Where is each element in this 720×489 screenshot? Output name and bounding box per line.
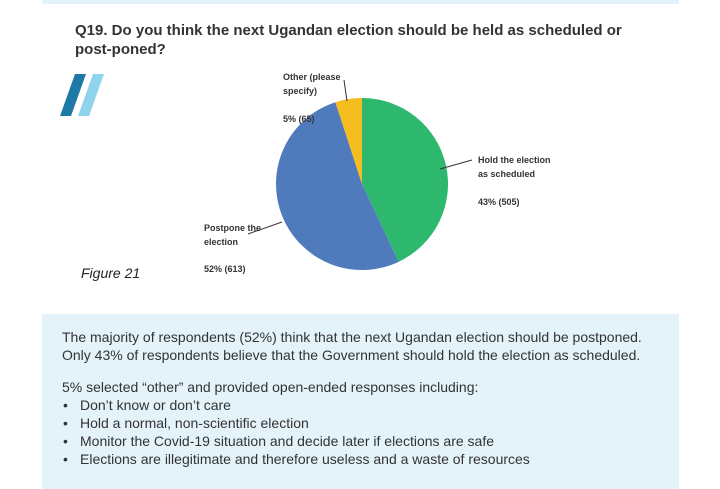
value-other: 5% (65) — [283, 114, 315, 124]
label-other-line2: specify) — [283, 86, 317, 96]
summary-bullet: Elections are illegitimate and therefore… — [62, 450, 679, 468]
value-postpone: 52% (613) — [204, 264, 246, 274]
double-slash-icon — [60, 74, 104, 116]
summary-paragraph-2: 5% selected “other” and provided open-en… — [62, 379, 479, 395]
question-title: Q19. Do you think the next Ugandan elect… — [75, 22, 622, 58]
label-hold-line1: Hold the election — [478, 155, 551, 165]
label-postpone-line1: Postpone the — [204, 223, 261, 233]
leader-line-other — [343, 79, 348, 102]
label-hold-line2: as scheduled — [478, 169, 535, 179]
slash-light — [78, 74, 104, 116]
figure-label: Figure 21 — [81, 265, 141, 281]
summary-paragraph-1-line-2: Only 43% of respondents believe that the… — [62, 347, 641, 363]
label-other-line1: Other (please — [283, 72, 341, 82]
top-banner-strip — [42, 0, 679, 4]
summary-bullet-list: Don’t know or don’t care Hold a normal, … — [62, 396, 679, 468]
summary-bullet: Hold a normal, non-scientific election — [62, 414, 679, 432]
leader-line-hold — [439, 159, 473, 170]
pie-slices — [275, 98, 448, 271]
summary-panel: The majority of respondents (52%) think … — [42, 314, 679, 489]
slash-dark — [60, 74, 86, 116]
slice-postpone — [275, 102, 399, 271]
summary-bullet: Don’t know or don’t care — [62, 396, 679, 414]
leader-line-postpone — [247, 221, 283, 235]
slice-other — [335, 98, 362, 184]
pie-chart: Hold the election as scheduled 43% (505)… — [204, 72, 551, 274]
value-hold: 43% (505) — [478, 197, 520, 207]
summary-paragraph-1-line-1: The majority of respondents (52%) think … — [62, 329, 642, 345]
summary-bullet: Monitor the Covid-19 situation and decid… — [62, 432, 679, 450]
slice-hold-as-scheduled — [362, 98, 448, 262]
label-postpone-line2: election — [204, 237, 238, 247]
